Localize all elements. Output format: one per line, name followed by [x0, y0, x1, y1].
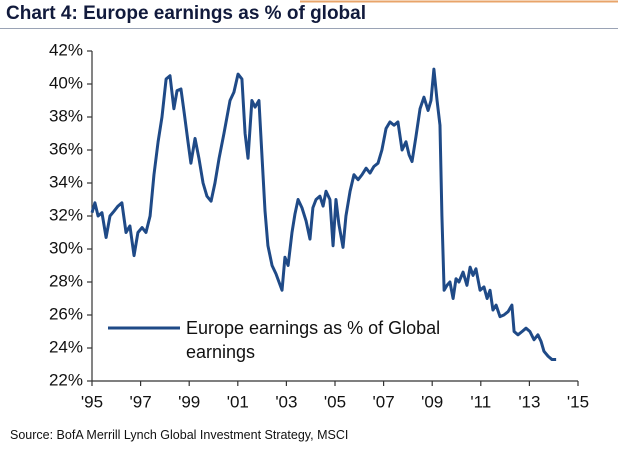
- y-tick-label: 22%: [49, 370, 83, 389]
- y-tick-label: 36%: [49, 139, 83, 158]
- y-tick-label: 24%: [49, 337, 83, 356]
- y-tick-label: 42%: [49, 40, 83, 59]
- x-tick-label: '03: [275, 392, 297, 411]
- y-tick-label: 38%: [49, 106, 83, 125]
- x-tick-label: '99: [178, 392, 200, 411]
- x-tick-label: '15: [567, 392, 589, 411]
- x-tick-label: '11: [470, 392, 491, 411]
- legend-label: Europe earnings as % of Global earnings: [186, 318, 441, 362]
- x-tick-label: '05: [324, 392, 346, 411]
- y-tick-label: 26%: [49, 304, 83, 323]
- data-line: [90, 67, 557, 362]
- x-tick-label: '13: [518, 392, 540, 411]
- x-tick-label: '09: [421, 392, 443, 411]
- x-tick-label: '07: [373, 392, 395, 411]
- y-tick-label: 28%: [49, 271, 83, 290]
- x-tick-label: '01: [227, 392, 249, 411]
- source-note: Source: BofA Merrill Lynch Global Invest…: [10, 428, 349, 442]
- y-tick-label: 40%: [49, 73, 83, 92]
- y-tick-label: 34%: [49, 172, 83, 191]
- x-tick-label: '97: [130, 392, 152, 411]
- y-tick-label: 30%: [49, 238, 83, 257]
- chart-title: Chart 4: Europe earnings as % of global: [6, 3, 367, 24]
- x-tick-label: '95: [81, 392, 103, 411]
- y-tick-label: 32%: [49, 205, 83, 224]
